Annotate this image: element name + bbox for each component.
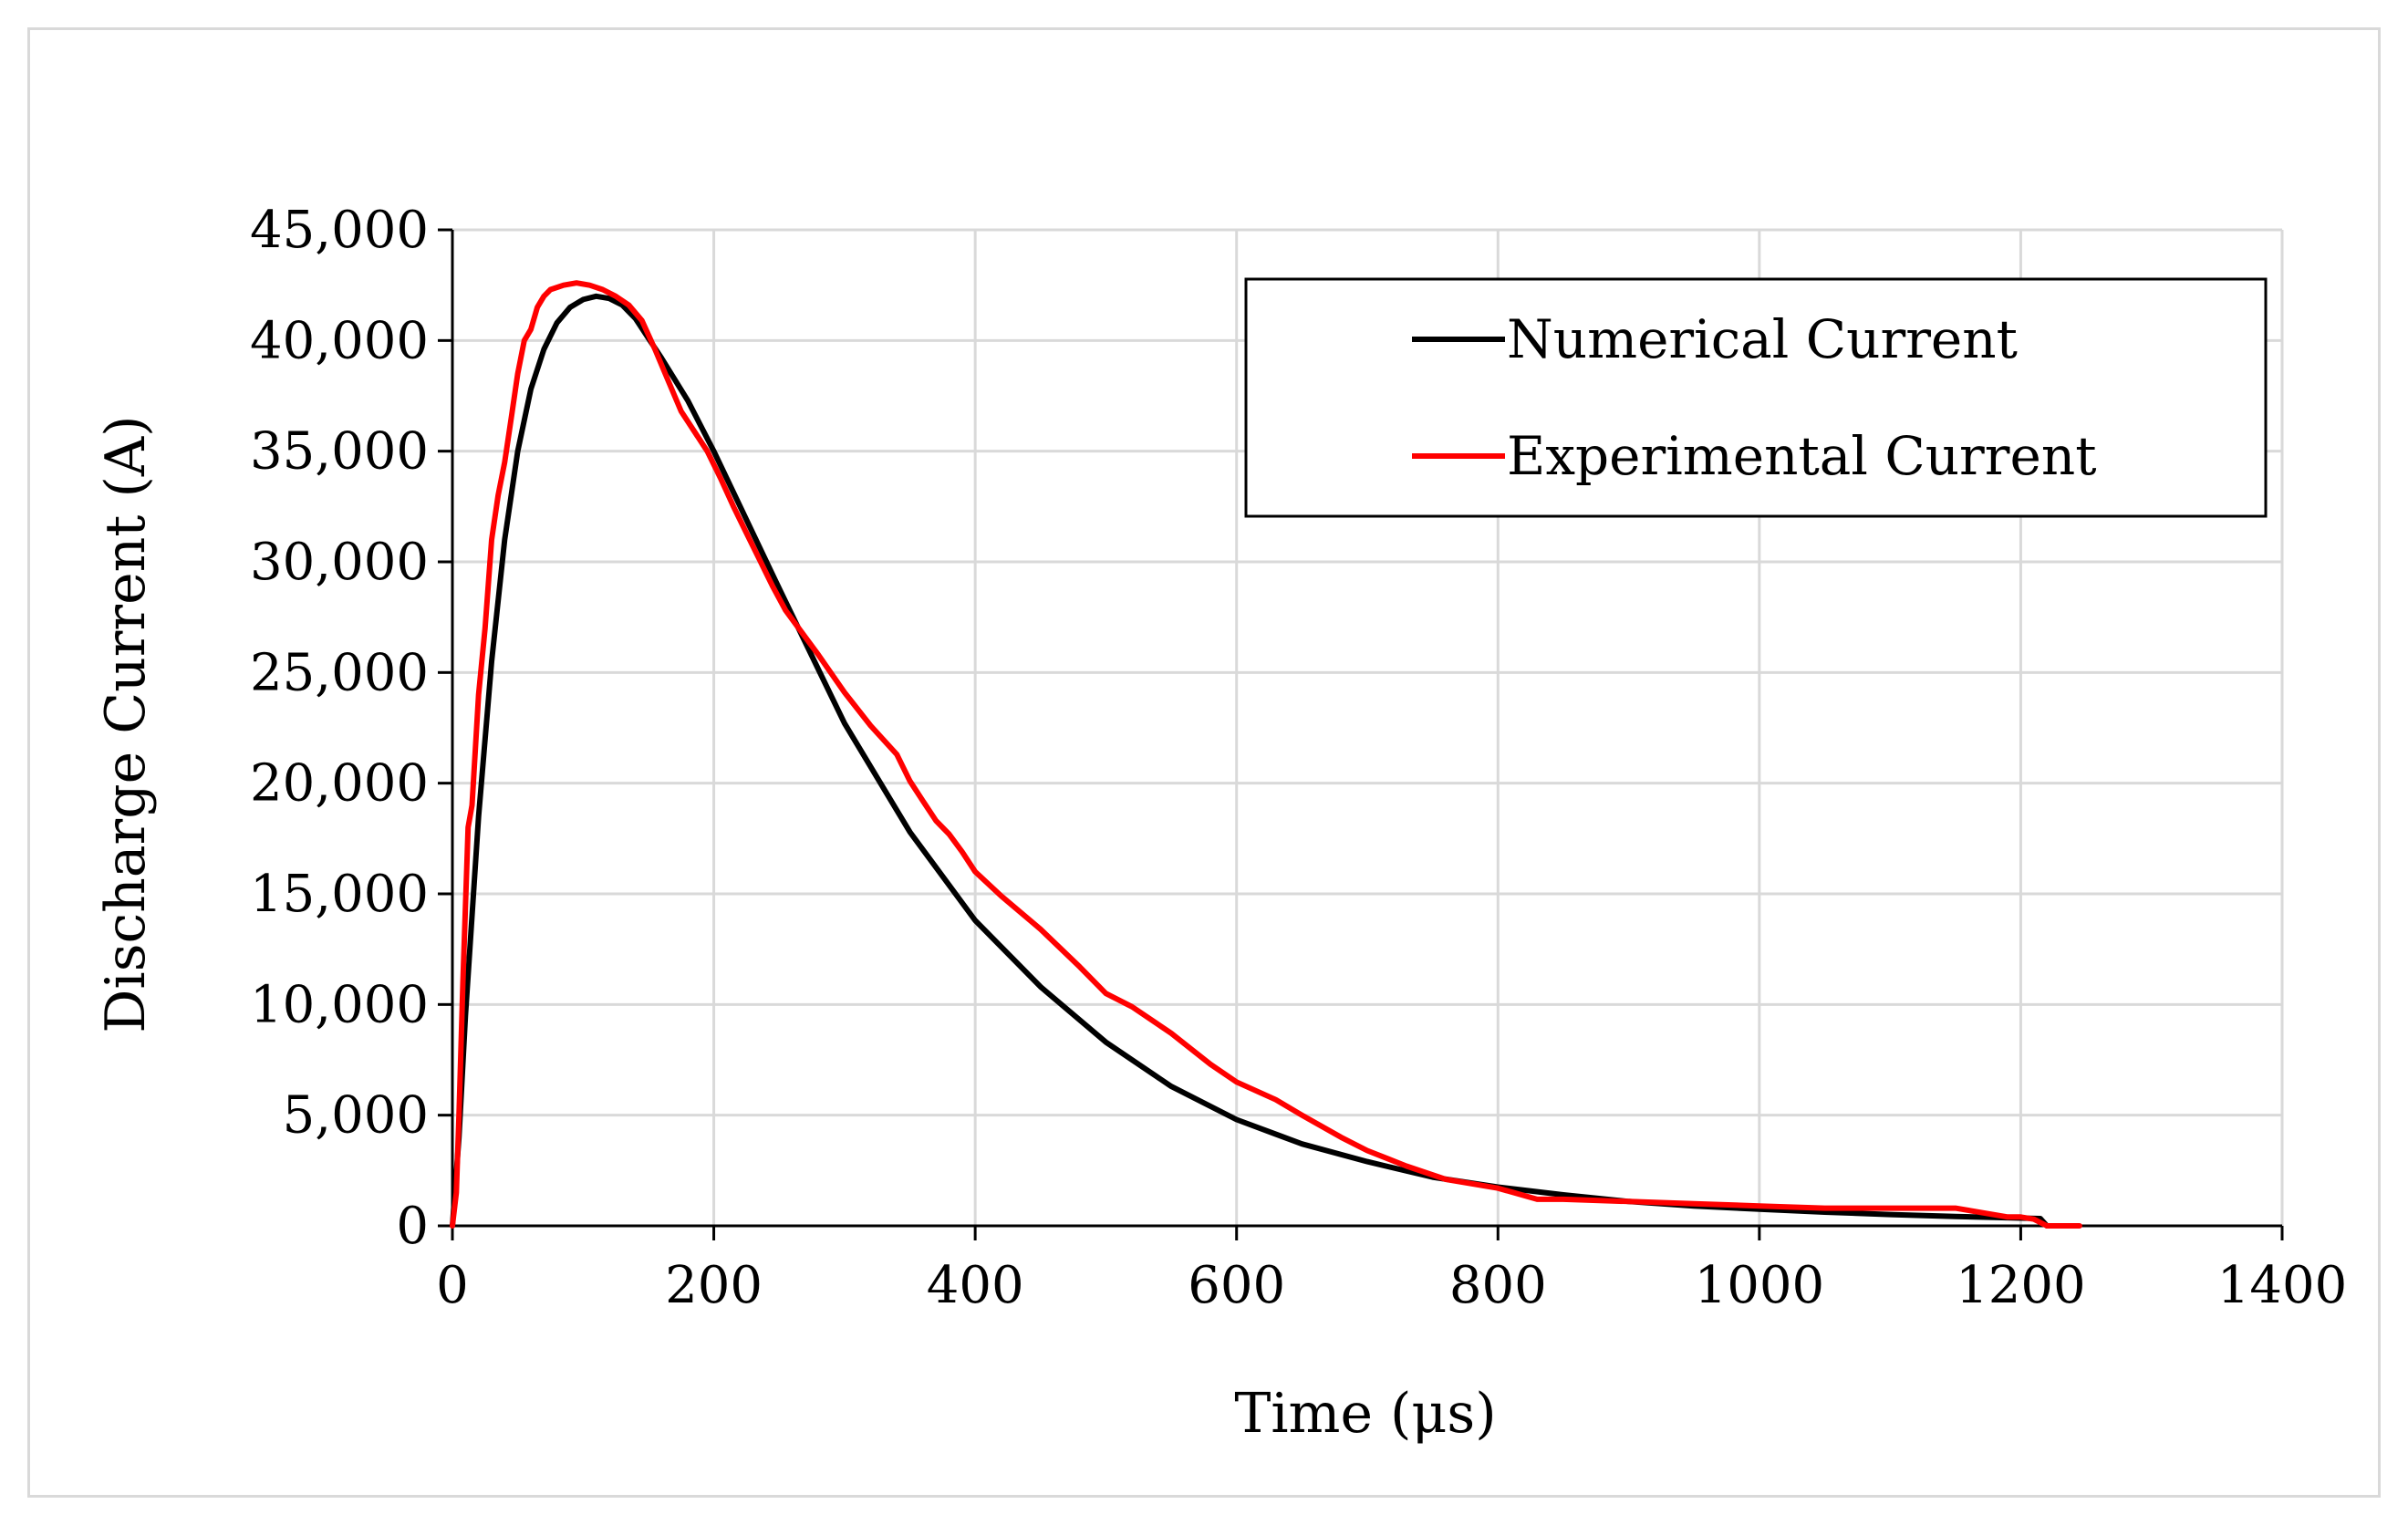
y-tick-label: 40,000 [250,311,429,370]
y-tick-label: 10,000 [250,975,429,1034]
y-tick-label: 35,000 [250,422,429,482]
legend-label-experimental-current: Experimental Current [1507,425,2097,487]
x-tick-label: 1200 [1956,1256,2086,1315]
legend-label-numerical-current: Numerical Current [1507,308,2018,370]
legend-box [1244,277,2268,518]
legend: Numerical Current Experimental Current [1244,277,2268,518]
series-lines [450,280,2082,1229]
y-tick-label: 5,000 [283,1086,429,1146]
x-tick-label: 400 [927,1256,1024,1315]
series-line-experimental-current [450,280,2082,1229]
x-tick-labels: 0 200 400 600 800 1000 1200 1400 [436,1256,2347,1315]
y-tick-labels: 0 5,000 10,000 15,000 20,000 25,000 30,000 35,0… [250,201,429,1256]
x-axis-title: Time (μs) [1234,1382,1496,1446]
axes [438,228,2284,1240]
y-tick-label: 45,000 [250,201,429,260]
x-tick-label: 800 [1449,1256,1547,1315]
y-tick-label: 25,000 [250,643,429,702]
chart-frame [27,27,2381,1498]
x-tick-label: 1400 [2217,1256,2348,1315]
x-tick-label: 0 [436,1256,469,1315]
x-tick-label: 600 [1188,1256,1285,1315]
y-tick-label: 20,000 [250,754,429,814]
x-tick-label: 1000 [1695,1256,1825,1315]
y-tick-label: 30,000 [250,533,429,592]
y-axis-title: Discharge Current (A) [94,415,158,1032]
y-tick-label: 15,000 [250,865,429,924]
x-tick-label: 200 [665,1256,763,1315]
y-tick-label: 0 [396,1197,429,1256]
